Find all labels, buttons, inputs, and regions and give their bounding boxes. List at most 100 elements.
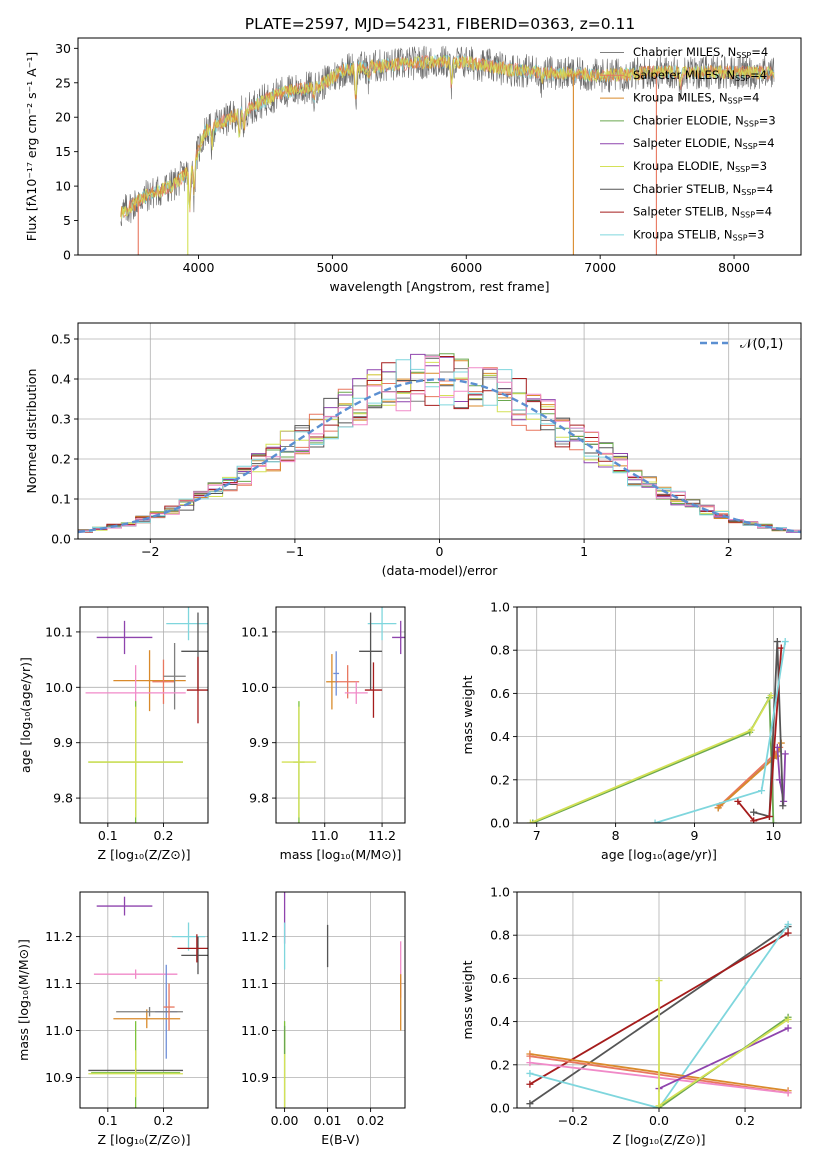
mass-weight-marker [529,819,537,823]
y-tick-label: 0.2 [490,772,510,787]
y-tick-label: 0.0 [490,816,510,831]
x-tick-label: 7 [533,828,541,843]
plot-area [281,607,405,823]
x-tick-label: −1 [286,544,304,559]
x-axis-label: age [log₁₀(age/yr)] [601,847,717,862]
mass-weight-marker [784,1089,792,1097]
x-tick-label: −2 [141,544,159,559]
y-tick-label: 10 [55,179,71,194]
x-tick-label: 0.02 [357,1113,385,1128]
mass-weight-marker [655,977,663,985]
plot-area [78,353,801,534]
y-tick-label: 0.4 [51,372,71,387]
mass-weight-marker [784,1015,792,1023]
x-tick-label: 4000 [183,260,215,275]
errorbar-point [113,650,186,712]
plot-area [120,45,775,255]
x-tick-label: 11.0 [311,828,339,843]
mass-weight-marker [784,929,792,937]
x-axis-label: mass [log₁₀(M/M⊙)] [280,847,402,862]
plot-area [526,638,789,823]
mass-weight-marker [526,1069,534,1077]
mass-weight-marker [750,817,758,823]
mass-weight-marker [769,819,777,823]
y-axis-label: Normed distribution [24,369,39,494]
x-tick-label: 1 [580,544,588,559]
mass-weight-marker [779,802,787,810]
plot-area [85,607,208,823]
panel-massweight_vs_Z: −0.2 0.0 0.2 0.0 0.2 0.4 0.6 0.8 1.0 Z [log₁₀(Z/Z… [460,885,802,1147]
errorbar-point [152,659,175,704]
errorbar-point [392,620,405,655]
gaussian-curve [78,378,801,534]
y-axis-label: age [log₁₀(age/yr)] [18,657,33,773]
legend-entry: Kroupa ELODIE, NSSP=3 [633,159,767,174]
y-tick-label: 11.2 [45,929,73,944]
mass-weight-marker [526,819,534,823]
panel-age_vs_mass: 11.0 11.2 9.8 9.9 10.0 10.1 mass [log₁₀(M/M⊙)] [241,606,406,862]
mass-weight-marker [526,1100,534,1108]
x-axis-label: (data-model)/error [382,563,499,578]
x-tick-label: 0.1 [98,1113,118,1128]
spectrum-legend: Chabrier MILES, NSSP=4 Salpeter MILES, NS… [600,45,776,242]
mass-weight-marker [734,797,742,805]
errorbar-point [333,651,340,696]
y-axis-label: mass weight [460,960,475,1039]
errorbar-point [367,607,397,641]
y-tick-label: 9.9 [53,735,73,750]
mass-weight-marker [784,920,792,928]
mass-weight-marker [758,787,766,795]
mass-weight-marker [655,1102,663,1108]
mass-weight-marker [767,692,775,700]
y-tick-label: 0.0 [490,1101,510,1116]
x-tick-label: 8 [612,828,620,843]
x-tick-label: 5000 [316,260,348,275]
y-tick-label: 0.4 [490,1014,510,1029]
mass-weight-marker [526,1080,534,1088]
mass-weight-marker [781,638,789,646]
errorbar-point [186,656,208,724]
axes-frame [77,37,802,256]
errorbar-point [88,1050,183,1098]
legend-entry: Chabrier ELODIE, NSSP=3 [633,113,776,128]
y-tick-label: 15 [55,144,71,159]
errorbar-point [96,896,153,916]
x-tick-label: 10 [765,828,781,843]
x-tick-label: 7000 [584,260,616,275]
errorbar-point [93,969,178,979]
errorbar-point [96,620,153,655]
x-tick-label: 2 [725,544,733,559]
legend-entry: Kroupa STELIB, NSSP=3 [633,227,764,242]
errorbar-point [88,706,183,818]
axes-frame [79,606,209,824]
y-tick-label: 0.5 [51,332,71,347]
errorbar-point [281,706,317,818]
axes-frame [275,891,406,1109]
plot-area [283,892,402,1108]
mass-weight-line [654,641,787,823]
errorbar-point [171,922,206,951]
x-axis-label: Z [log₁₀(Z/Z⊙)] [613,1132,706,1147]
legend-entry: Chabrier STELIB, NSSP=4 [633,182,773,197]
histogram-series [78,356,801,532]
x-tick-label: −0.2 [558,1113,588,1128]
errorbar-point [177,934,208,963]
y-tick-label: 0.6 [490,686,510,701]
x-axis-label: Z [log₁₀(Z/Z⊙)] [98,1132,191,1147]
figure-title: PLATE=2597, MJD=54231, FIBERID=0363, z=0… [245,15,635,33]
histogram-series [78,354,801,532]
x-tick-label: 0.2 [154,828,174,843]
mass-weight-marker [747,726,755,734]
y-tick-label: 0.4 [490,729,510,744]
x-tick-label: 9 [691,828,699,843]
gaussian-legend-label: 𝒩(0,1) [740,337,783,352]
x-tick-label: 0.01 [314,1113,342,1128]
x-tick-label: 6000 [450,260,482,275]
y-tick-label: 0 [63,248,71,263]
errorbar-point [364,662,383,718]
mass-weight-marker [765,813,773,821]
axes-frame [275,606,406,824]
x-tick-label: 0.2 [735,1113,755,1128]
errorbar-point [116,1007,183,1017]
y-tick-label: 11.1 [45,976,73,991]
